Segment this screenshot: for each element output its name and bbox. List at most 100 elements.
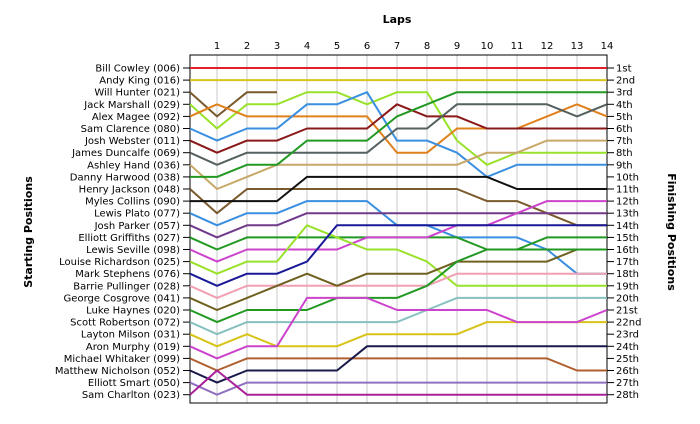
starting-position-label: Danny Harwood (038)	[70, 172, 180, 183]
finishing-position-label: 3rd	[616, 88, 633, 99]
y-axis-title-left: Starting Positions	[22, 176, 35, 288]
finishing-position-label: 28th	[616, 390, 639, 401]
x-axis-title: Laps	[383, 13, 412, 26]
finishing-position-label: 11th	[616, 185, 639, 196]
finishing-position-label: 4th	[616, 100, 633, 111]
starting-position-label: Elliott Griffiths (027)	[78, 233, 180, 244]
finishing-position-label: 26th	[616, 366, 639, 377]
finishing-position-label: 6th	[616, 124, 633, 135]
series-line-start-14	[189, 212, 607, 239]
finishing-position-label: 15th	[616, 233, 639, 244]
starting-position-label: Aron Murphy (019)	[86, 342, 180, 353]
lap-tick-label: 4	[304, 41, 310, 52]
lap-tick-label: 8	[424, 41, 430, 52]
starting-position-label: Josh Parker (057)	[94, 221, 180, 232]
series-layer	[189, 67, 608, 396]
starting-position-label: George Cosgrove (041)	[64, 293, 181, 304]
finishing-position-label: 23rd	[616, 330, 639, 341]
finishing-position-label: 19th	[616, 281, 639, 292]
starting-position-label: Scott Robertson (072)	[70, 318, 180, 329]
lap-tick-label: 11	[511, 41, 524, 52]
series-line-start-10	[190, 91, 607, 178]
lap-tick-label: 6	[364, 41, 370, 52]
series-line-start-24	[189, 296, 608, 360]
series-line-start-23	[189, 321, 607, 348]
starting-position-label: Barrie Pullinger (028)	[73, 281, 180, 292]
lap-tick-label: 7	[394, 41, 400, 52]
finishing-position-label: 27th	[616, 378, 639, 389]
lap-tick-label: 10	[481, 41, 494, 52]
grid-layer	[183, 54, 614, 404]
starting-position-label: Mark Stephens (076)	[75, 269, 180, 280]
series-line-start-20	[189, 248, 607, 311]
finishing-position-label: 14th	[616, 221, 639, 232]
starting-position-label: Alex Magee (092)	[92, 112, 180, 123]
series-line-start-26	[189, 345, 607, 384]
finishing-position-label: 22nd	[616, 318, 641, 329]
starting-position-label: Matthew Nicholson (052)	[55, 366, 180, 377]
finishing-position-label: 21st	[616, 306, 638, 317]
series-line-start-18	[189, 224, 607, 287]
series-line-start-4	[189, 91, 607, 166]
starting-position-label: Henry Jackson (048)	[79, 185, 180, 196]
finishing-position-label: 17th	[616, 257, 639, 268]
series-line-start-9	[189, 139, 607, 190]
series-line-start-7	[189, 103, 607, 154]
starting-position-label: Will Hunter (021)	[94, 88, 180, 99]
lap-tick-label: 13	[571, 41, 584, 52]
lap-tick-label: 12	[541, 41, 554, 52]
finishing-position-label: 18th	[616, 269, 639, 280]
finishing-position-label: 5th	[616, 112, 633, 123]
starting-position-label: Elliott Smart (050)	[88, 378, 180, 389]
plot-frame	[189, 54, 608, 404]
series-line-start-8	[189, 103, 608, 166]
finishing-position-label: 13th	[616, 209, 639, 220]
finishing-position-label: 7th	[616, 136, 633, 147]
finishing-position-label: 20th	[616, 293, 639, 304]
series-line-start-28	[189, 369, 607, 396]
starting-position-label: Michael Whitaker (099)	[64, 354, 180, 365]
finishing-position-label: 16th	[616, 245, 639, 256]
lap-tick-label: 5	[334, 41, 340, 52]
starting-position-label: Sam Charlton (023)	[82, 390, 180, 401]
series-line-start-16	[189, 200, 607, 263]
starting-position-label: Jack Marshall (029)	[83, 100, 180, 111]
series-line-start-3	[189, 91, 277, 118]
series-line-start-27	[189, 381, 607, 396]
starting-position-label: Andy King (016)	[99, 76, 180, 87]
finishing-position-label: 1st	[616, 64, 632, 75]
lap-tick-label: 9	[454, 41, 460, 52]
finishing-position-label: 24th	[616, 342, 639, 353]
starting-position-label: Layton Milson (031)	[81, 330, 180, 341]
finishing-position-label: 10th	[616, 172, 639, 183]
series-line-start-22	[189, 296, 607, 336]
lap-tick-label: 1	[214, 41, 220, 52]
starting-position-label: James Duncalfe (069)	[71, 148, 180, 159]
series-line-start-25	[189, 357, 607, 372]
series-line-start-12	[190, 175, 607, 203]
series-line-start-21	[189, 248, 607, 324]
lap-tick-label: 3	[274, 41, 280, 52]
y-axis-title-right: Finishing Positions	[665, 173, 678, 291]
series-line-start-19	[189, 272, 607, 299]
starting-position-label: Myles Collins (090)	[85, 197, 180, 208]
starting-position-label: Bill Cowley (006)	[95, 64, 180, 75]
series-line-start-6	[189, 91, 607, 178]
lap-tick-label: 2	[244, 41, 250, 52]
starting-position-label: Sam Clarence (080)	[81, 124, 180, 135]
finishing-position-label: 8th	[616, 148, 633, 159]
starting-position-label: Lewis Plato (077)	[94, 209, 180, 220]
lap-tick-label: 14	[601, 41, 614, 52]
starting-position-label: Louise Richardson (025)	[59, 257, 180, 268]
series-line-start-17	[189, 224, 607, 287]
series-line-start-5	[189, 103, 608, 154]
finishing-position-label: 2nd	[616, 76, 635, 87]
starting-position-label: Josh Webster (011)	[84, 136, 180, 147]
starting-position-label: Luke Haynes (020)	[86, 306, 180, 317]
series-line-start-11	[189, 188, 607, 227]
starting-position-label: Ashley Hand (036)	[87, 160, 180, 171]
finishing-position-label: 25th	[616, 354, 639, 365]
